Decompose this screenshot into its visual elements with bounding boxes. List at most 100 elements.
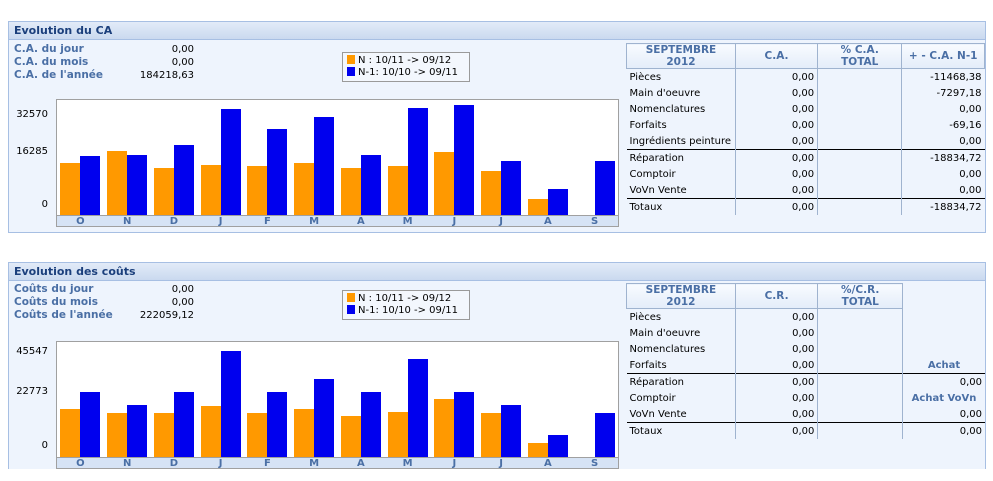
row-label: Main d'oeuvre: [629, 87, 701, 99]
legend-label: N-1: 10/10 -> 09/11: [358, 67, 458, 78]
bar-n-j: [434, 399, 455, 457]
row-label: VoVn Vente: [629, 408, 687, 420]
row-ca: 0,00: [734, 149, 818, 166]
row-diff: 0,00: [901, 182, 985, 199]
bar-n1-j: [454, 392, 475, 457]
table-row: Ingrédients peinture 0,00 0,00: [627, 133, 985, 150]
row-label: Pièces: [629, 311, 662, 323]
col-header-month: SEPTEMBRE 2012: [626, 283, 736, 309]
row-label: VoVn Vente: [629, 184, 687, 196]
table-row-totals: Totaux 0,00 -18834,72: [626, 198, 985, 215]
row-label: Totaux: [626, 198, 736, 215]
row-diff: -18834,72: [901, 198, 985, 215]
row-cr: 0,00: [734, 325, 818, 341]
couts-panel: Evolution des coûts Coûts du jour 0,00 Co…: [8, 262, 986, 469]
x-tick-label: O: [76, 458, 85, 469]
bar-n1-j: [454, 105, 475, 215]
x-tick-label: A: [544, 216, 552, 227]
row-cr: 0,00: [734, 406, 818, 423]
row-pct: [817, 341, 903, 357]
bar-n1-o: [80, 156, 101, 215]
row-cr: 0,00: [734, 422, 818, 439]
x-tick-label: A: [357, 216, 365, 227]
row-label: Nomenclatures: [629, 103, 706, 115]
x-tick-label: J: [499, 216, 503, 227]
x-tick-label: N: [122, 216, 132, 227]
ca-panel: Evolution du CA C.A. du jour 0,00 C.A. du…: [8, 21, 986, 233]
stat-value: 0,00: [171, 44, 194, 55]
row-label: Comptoir: [629, 392, 676, 404]
row-label: Nomenclatures: [629, 343, 706, 355]
ca-bar-chart: 32570 16285 0 O N D J F M A M J J A S: [14, 99, 619, 239]
row-pct: [817, 182, 902, 199]
table-row: Nomenclatures 0,00: [627, 341, 985, 357]
x-tick-label: F: [263, 216, 271, 227]
couts-bar-chart: 45547 22773 0 O N D J F M A M J J A S: [14, 341, 619, 481]
bar-n-n: [107, 413, 128, 457]
row-label: Comptoir: [629, 168, 676, 180]
row-extra: [902, 325, 985, 341]
bar-n-d: [153, 413, 174, 457]
bar-n1-j: [501, 161, 522, 215]
row-diff: 0,00: [901, 166, 985, 182]
row-ca: 0,00: [734, 198, 818, 215]
row-ca: 0,00: [734, 117, 818, 133]
table-row: Comptoir 0,00 Achat VoVn: [627, 390, 985, 406]
x-tick-label: J: [218, 458, 223, 469]
bar-n-m: [387, 412, 408, 457]
table-row: Réparation 0,00 -18834,72: [626, 149, 985, 166]
bar-n-o: [60, 163, 81, 215]
x-tick-label: S: [591, 458, 599, 469]
row-cr: 0,00: [734, 390, 818, 406]
row-diff: 0,00: [901, 101, 985, 117]
row-ca: 0,00: [734, 182, 818, 199]
couts-stats: Coûts du jour 0,00 Coûts du mois 0,00 Coût…: [14, 283, 194, 322]
bar-n1-a: [547, 189, 568, 215]
legend-swatch-n1: [347, 305, 355, 314]
bar-n-f: [247, 166, 268, 215]
y-tick-label: 45547: [16, 346, 48, 357]
bar-n1-j: [501, 405, 522, 457]
ca-stats: C.A. du jour 0,00 C.A. du mois 0,00 C.A. d…: [14, 43, 194, 82]
bar-n1-j: [220, 109, 241, 215]
legend-item-n1: N-1: 10/10 -> 09/11: [347, 67, 458, 79]
stat-value: 222059,12: [139, 310, 194, 321]
legend-swatch-n: [347, 293, 355, 302]
x-tick-label: O: [76, 216, 85, 227]
bar-n1-s: [594, 161, 615, 215]
row-extra: [902, 308, 985, 325]
stat-label: Coûts du mois: [14, 296, 98, 308]
bar-n-j: [481, 171, 502, 215]
col-header-ca: C.A.: [734, 43, 819, 69]
x-tick-label: F: [263, 458, 271, 469]
row-label: Forfaits: [629, 119, 667, 131]
x-tick-label: D: [169, 216, 179, 227]
row-ca: 0,00: [734, 101, 818, 117]
table-row: Forfaits 0,00 -69,16: [627, 117, 985, 133]
couts-legend: N : 10/11 -> 09/12 N-1: 10/10 -> 09/11: [342, 290, 470, 320]
table-row: Main d'oeuvre 0,00 -7297,18: [627, 85, 985, 101]
bar-n-o: [60, 409, 81, 457]
row-pct: [817, 373, 903, 390]
row-pct: [817, 308, 903, 325]
row-pct: [817, 101, 902, 117]
couts-stat-month: Coûts du mois 0,00: [14, 296, 194, 309]
plot-area: [56, 341, 619, 458]
bar-n-a: [527, 443, 548, 457]
stat-label: C.A. de l'année: [14, 69, 104, 81]
bar-n-m: [387, 166, 408, 215]
col-header-pct: %/C.R. TOTAL: [817, 283, 904, 309]
row-pct: [817, 325, 903, 341]
row-cr: 0,00: [734, 308, 818, 325]
legend-item-n1: N-1: 10/10 -> 09/11: [347, 305, 458, 317]
row-label: Pièces: [629, 71, 662, 83]
plot-area: [56, 99, 619, 216]
x-tick-label: M: [309, 216, 320, 227]
table-row: Pièces 0,00 -11468,38: [627, 68, 985, 85]
legend-label: N-1: 10/10 -> 09/11: [358, 305, 458, 316]
y-tick-label: 16285: [16, 146, 48, 157]
x-tick-label: M: [309, 458, 320, 469]
row-extra: 0,00: [902, 422, 985, 439]
row-extra: [902, 341, 985, 357]
